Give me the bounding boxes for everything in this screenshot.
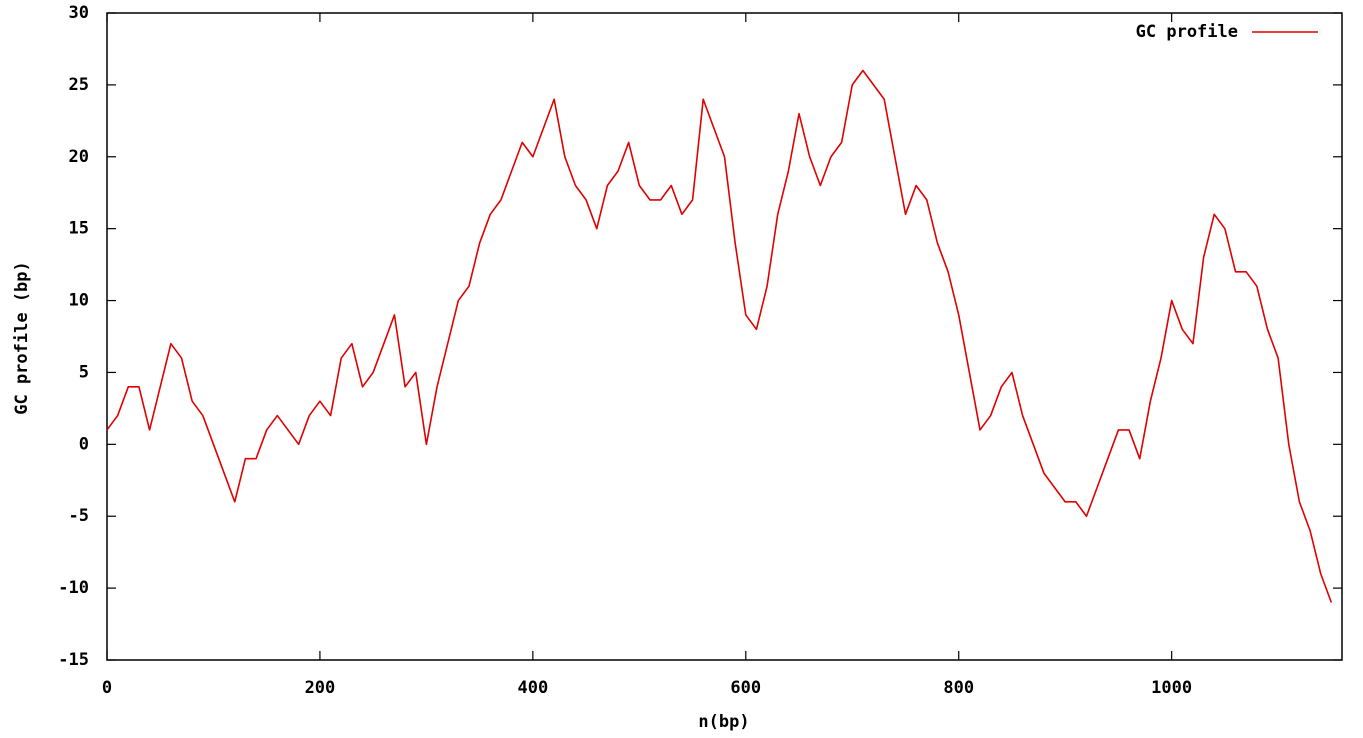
line-series [106,69,1333,603]
y-tick-label: -5 [69,506,89,526]
y-tick-label: 25 [69,75,89,95]
y-tick-label: 20 [69,147,89,167]
y-tick-label: 0 [79,434,89,454]
y-tick-label: 30 [69,3,89,23]
y-tick-label: -10 [58,578,89,598]
y-tick-label: 10 [69,291,89,311]
x-axis-label: n(bp) [698,712,749,732]
y-tick-label: 5 [79,362,89,382]
x-tick-label: 200 [305,678,336,698]
legend-label: GC profile [1136,22,1238,42]
x-tick-label: 0 [102,678,112,698]
y-tick-label: -15 [58,650,89,670]
plot-frame [106,12,1343,661]
x-tick-label: 800 [943,678,974,698]
x-tick-label: 400 [518,678,549,698]
y-axis-label: GC profile (bp) [12,261,32,415]
y-tick-label: 15 [69,219,89,239]
x-tick-label: 600 [730,678,761,698]
x-tick-label: 1000 [1151,678,1192,698]
